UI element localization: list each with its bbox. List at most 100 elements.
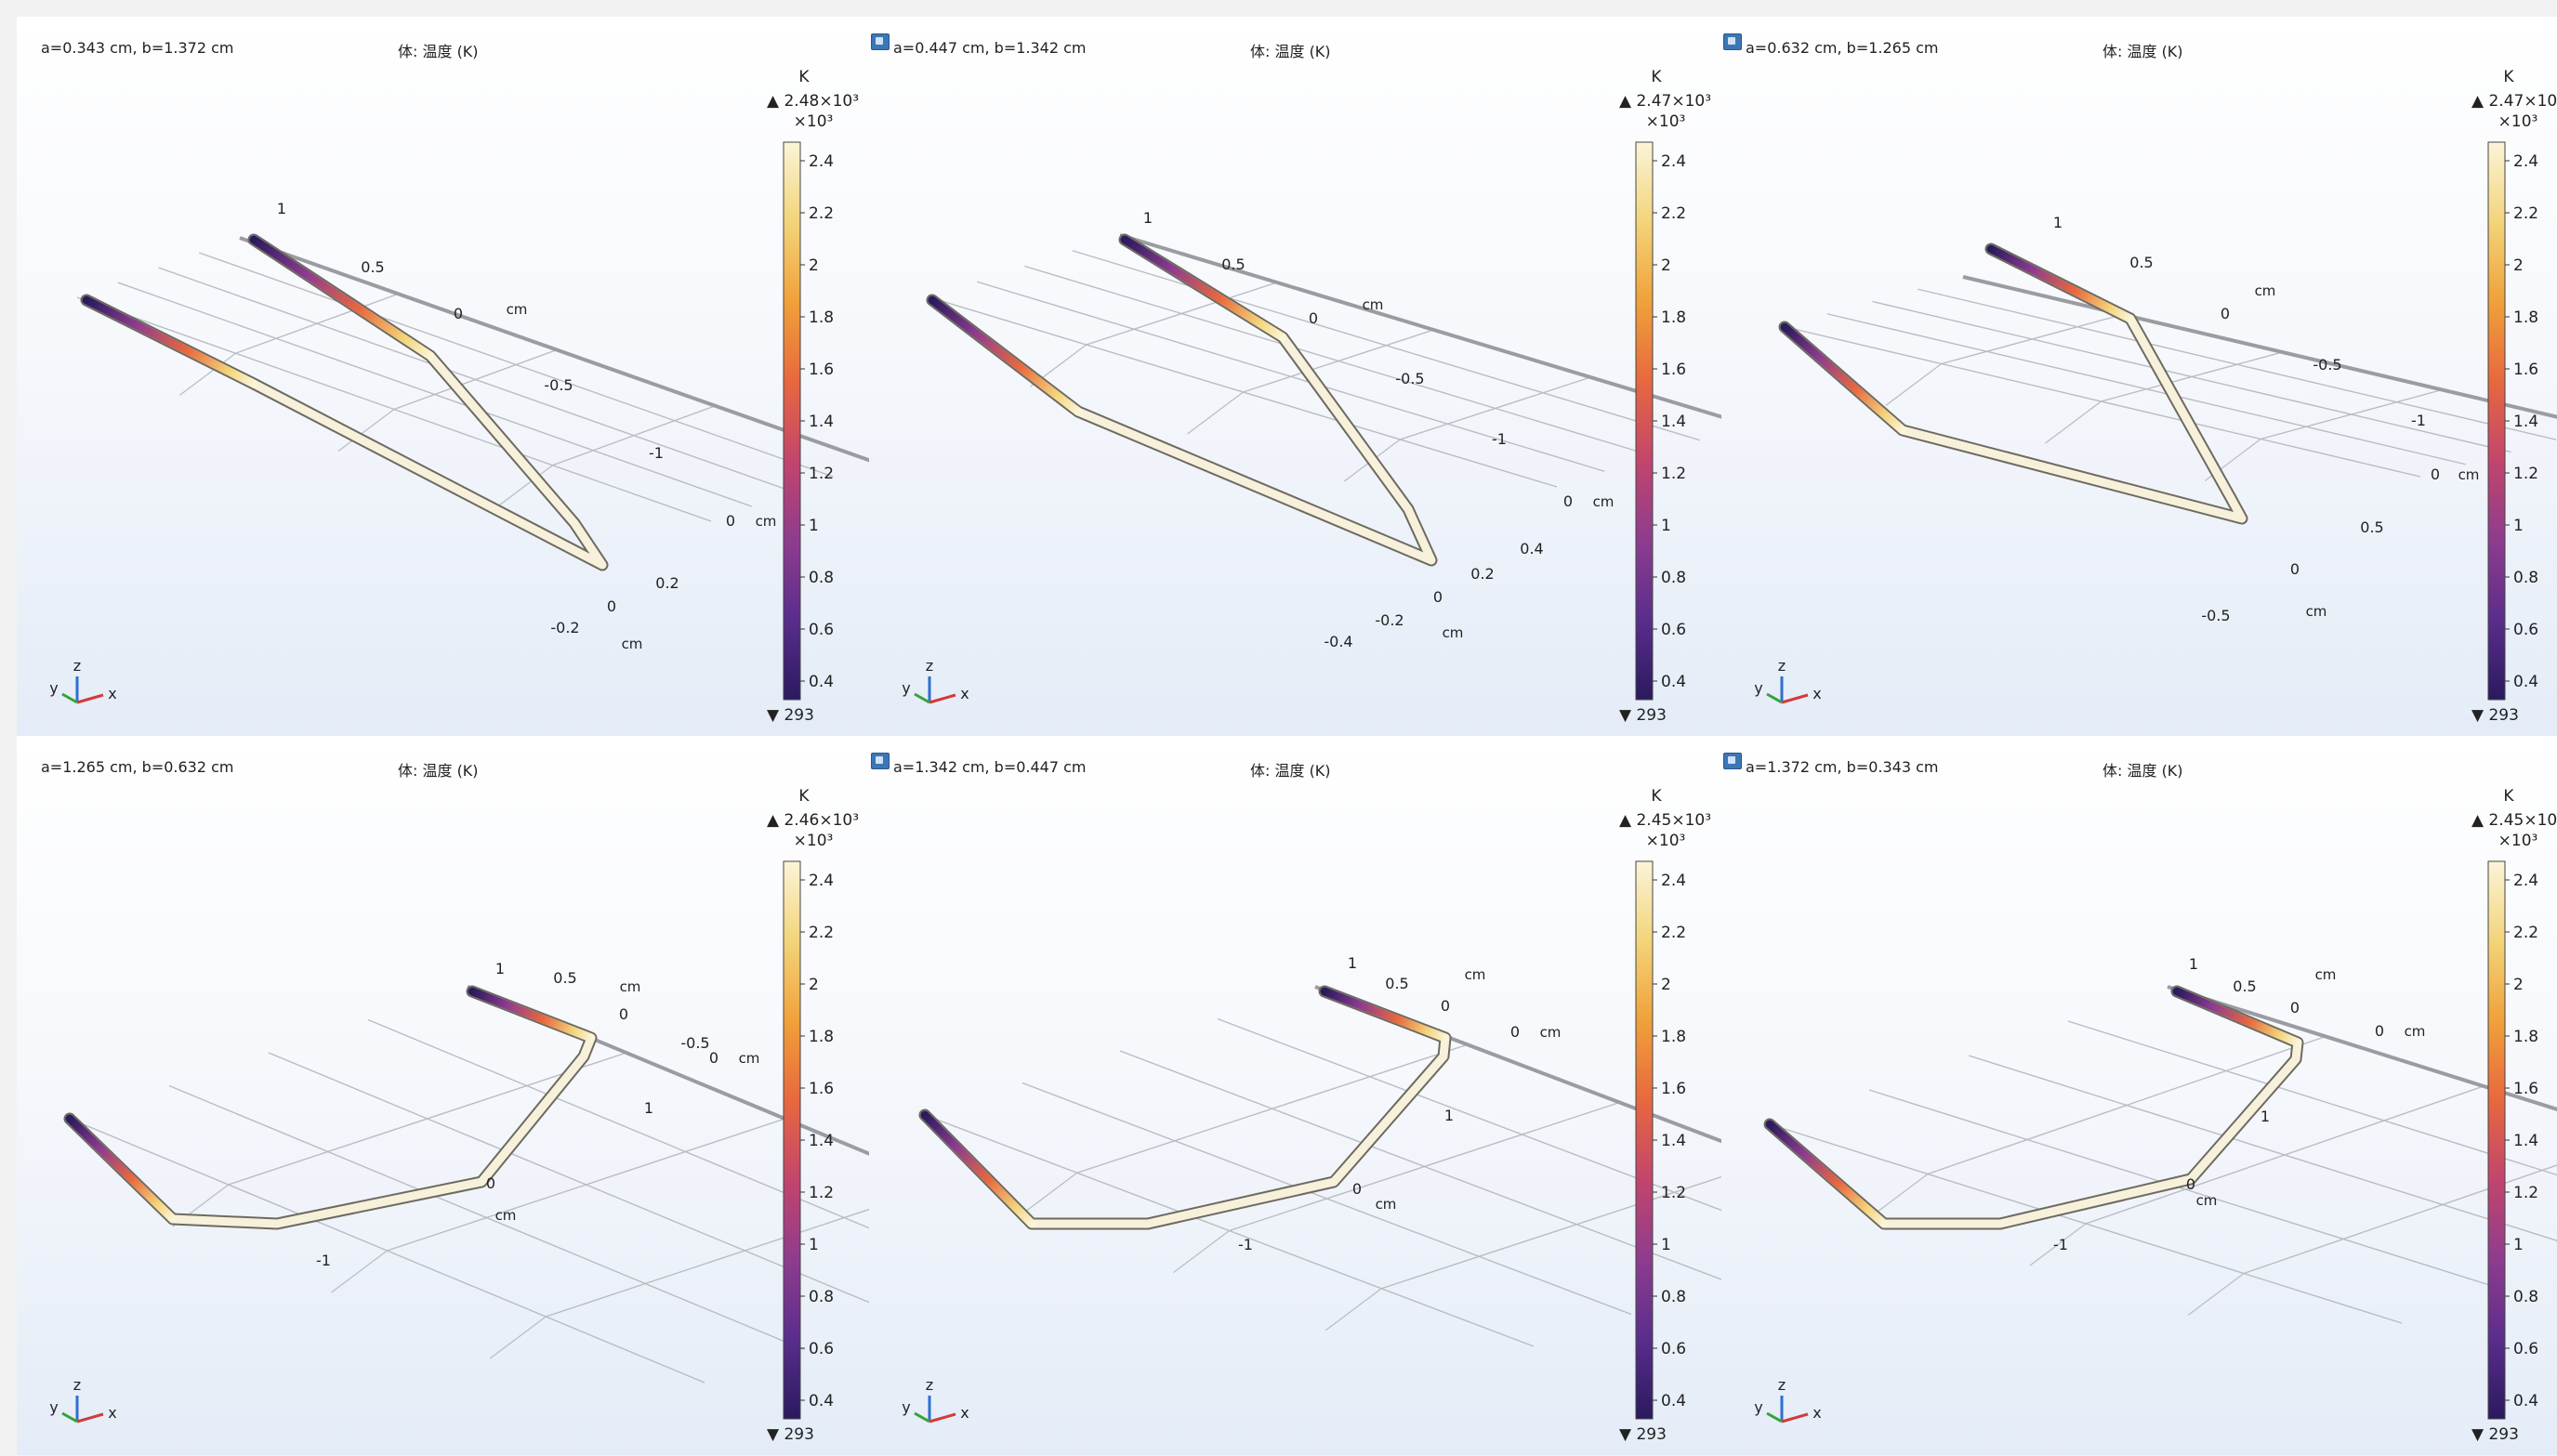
colorbar-tick-label: 1.6	[1661, 361, 1686, 379]
triad-y-label: y	[1754, 1398, 1762, 1416]
axis-tick-label: 0.5	[2233, 977, 2256, 995]
plot-panel[interactable]: a=0.632 cm, b=1.265 cm 体: 温度 (K) 1 0.5 0 -0.5…	[1721, 17, 2557, 736]
colorbar-tick-label: 1.8	[1661, 308, 1686, 327]
colorbar-tick-label: 1	[2513, 517, 2524, 535]
axis-unit-label: cm	[2196, 1192, 2218, 1209]
colorbar-tick-label: 0.8	[1661, 569, 1686, 587]
triad-z-label: z	[1778, 1376, 1786, 1394]
axis-tick-label: 1	[2053, 214, 2063, 231]
colorbar-tick-label: 1.4	[1661, 1132, 1686, 1150]
colorbar-tick-label: 2	[2513, 256, 2524, 275]
axis-tick-label: 0	[607, 597, 616, 615]
plot-panel[interactable]: a=1.342 cm, b=0.447 cm 体: 温度 (K) 1 0.5 0 cm 0 c…	[869, 736, 1721, 1455]
axis-unit-label: cm	[756, 513, 777, 530]
axis-tick-label: 0	[1441, 997, 1450, 1015]
colorbar-tick-label: 0.6	[2513, 621, 2538, 639]
expression-label: 体: 温度 (K)	[2102, 43, 2183, 60]
colorbar-gradient	[2487, 141, 2506, 701]
axis-tick-label: 0	[726, 512, 735, 530]
axis-tick-label: 1	[1444, 1107, 1454, 1124]
axis-tick-label: -0.2	[550, 619, 579, 636]
colorbar-max-label: ▲ 2.46×10³	[767, 811, 859, 830]
plot-title: a=1.372 cm, b=0.343 cm	[1746, 758, 1939, 776]
expression-label: 体: 温度 (K)	[1250, 762, 1331, 780]
axis-tick-label: 0.5	[553, 969, 576, 987]
colorbar-tick-label: 1.4	[2513, 413, 2538, 431]
axis-tick-label: 0	[2290, 560, 2300, 578]
colorbar-tick-label: 0.4	[1661, 1392, 1686, 1410]
colorbar-tick-label: 2	[809, 976, 819, 994]
wire-geometry[interactable]	[82, 235, 607, 570]
colorbar-tick-label: 0.4	[2513, 673, 2538, 691]
colorbar-tick-label: 2.4	[2513, 872, 2538, 890]
wire-geometry[interactable]	[928, 235, 1436, 565]
colorbar-tick-label: 2.4	[809, 152, 834, 171]
colorbar-min-label: ▼ 293	[2471, 1425, 2519, 1444]
triad-y-label: y	[49, 679, 58, 697]
expression-label: 体: 温度 (K)	[2102, 762, 2183, 780]
wire-hot-segment	[1765, 1120, 1889, 1228]
plot-window-icon[interactable]	[1723, 33, 1742, 50]
colorbar-tick-label: 1	[1661, 517, 1671, 535]
axis-unit-label: cm	[2306, 603, 2327, 620]
colorbar-tick-label: 1.8	[809, 308, 834, 327]
axis-unit-label: cm	[1593, 493, 1615, 510]
wire-hot-segment	[2172, 987, 2302, 1047]
plot-canvas[interactable]: 1 0.5 0 -0.5 -1 cm 0 cm 0.5 0 -0.5 cm K ▲ 2.47×10³×10…	[1721, 17, 2557, 736]
colorbar-unit: K	[798, 787, 810, 806]
colorbar-gradient	[783, 860, 801, 1420]
colorbar-unit: K	[1651, 787, 1662, 806]
axis-tick-label: -1	[1238, 1236, 1253, 1253]
axis-tick-label: 0	[2186, 1175, 2195, 1193]
plot-panel[interactable]: a=1.372 cm, b=0.343 cm 体: 温度 (K) 1 0.5 0 cm 0 c…	[1721, 736, 2557, 1455]
axis-tick-label: 0.2	[655, 574, 679, 592]
axis-triad: z x y	[49, 657, 117, 704]
axis-grid	[1769, 985, 2557, 1324]
colorbar-max-label: ▲ 2.47×10³	[2471, 92, 2557, 111]
colorbar-tick-label: 1	[809, 1236, 819, 1254]
colorbar-tick-label: 2.2	[1661, 924, 1686, 942]
colorbar-tick-label: 2	[2513, 976, 2524, 994]
plot-panel[interactable]: a=1.265 cm, b=0.632 cm 体: 温度 (K) 1 0.5 0 -0.5…	[17, 736, 869, 1455]
colorbar-tick-label: 0.6	[2513, 1340, 2538, 1358]
colorbar-tick-label: 1.8	[2513, 308, 2538, 327]
axis-tick-label: -0.2	[1375, 611, 1404, 629]
plot-title: a=0.447 cm, b=1.342 cm	[893, 39, 1087, 57]
plot-panel[interactable]: a=0.343 cm, b=1.372 cm 体: 温度 (K) 1 0.5 0 -0.5…	[17, 17, 869, 736]
plot-canvas[interactable]: 1 0.5 0 -0.5 -1 cm 0 cm 0.4 0.2 0 -0.2 -0.4 cm K ▲ 2.47…	[869, 17, 1721, 736]
colorbar-tick-label: 0.4	[809, 1392, 834, 1410]
axis-tick-label: 1	[644, 1099, 653, 1117]
colorbar-tick-label: 1.2	[2513, 465, 2538, 483]
triad-z-label: z	[73, 657, 81, 675]
expression-label: 体: 温度 (K)	[1250, 43, 1331, 60]
colorbar: K ▲ 2.46×10³ ×10³ 2.4 2.2 2 1.8 1.6 1.4 1.2 1 0.8 0.…	[767, 787, 859, 1444]
colorbar-tick-label: 0.4	[1661, 673, 1686, 691]
colorbar-tick-label: 2	[1661, 976, 1671, 994]
axis-tick-label: 1	[1348, 954, 1357, 972]
axis-tick-label: 1	[495, 960, 505, 977]
axis-unit-label: cm	[2405, 1023, 2426, 1040]
axis-unit-label: cm	[1465, 966, 1486, 983]
plot-canvas[interactable]: 1 0.5 0 -0.5 -1 cm 0 cm 0.2 0 -0.2 cm K ▲ 2.48×10³×10…	[17, 17, 869, 736]
axis-unit-label: cm	[620, 978, 641, 995]
plot-panel[interactable]: a=0.447 cm, b=1.342 cm 体: 温度 (K) 1 0.5 0 -0.5…	[869, 17, 1721, 736]
plot-title: a=0.343 cm, b=1.372 cm	[41, 39, 234, 57]
colorbar-max-label: ▲ 2.47×10³	[1619, 92, 1711, 111]
expression-label: 体: 温度 (K)	[398, 762, 479, 780]
colorbar-tick-label: 1.8	[2513, 1028, 2538, 1046]
colorbar-tick-label: 1.4	[809, 413, 834, 431]
axis-tick-label: 0	[619, 1005, 628, 1023]
plot-window-icon[interactable]	[871, 753, 890, 769]
plot-window-icon[interactable]	[871, 33, 890, 50]
colorbar: K ▲ 2.47×10³×10³ 2.4 2.2 2 1.8 1.6 1.4 1.2 1 0.8 0.…	[1619, 68, 1711, 725]
axis-tick-label: 0.5	[2360, 518, 2383, 536]
axis-tick-label: -0.4	[1324, 633, 1352, 650]
colorbar-tick-label: 1.6	[2513, 1080, 2538, 1098]
colorbar-tick-label: 0.8	[809, 569, 834, 587]
colorbar-tick-label: 2.2	[2513, 204, 2538, 223]
axis-triad: z x y	[902, 657, 969, 704]
plot-window-icon[interactable]	[1723, 753, 1742, 769]
